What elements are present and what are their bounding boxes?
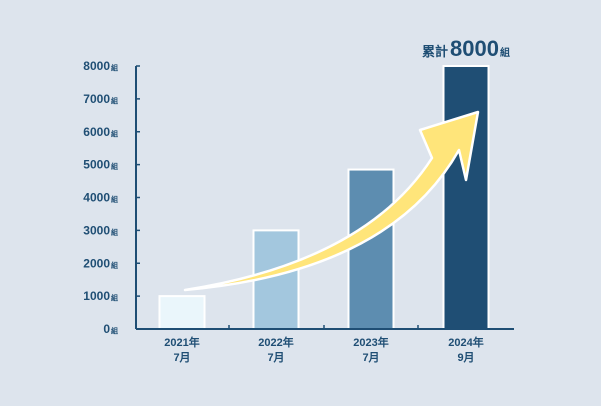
y-tick-label: 8000組 xyxy=(83,59,118,73)
x-tick-label-year: 2022年 xyxy=(258,335,293,349)
x-tick-label-month: 7月 xyxy=(173,351,190,364)
x-tick-label-month: 7月 xyxy=(362,351,379,364)
bar xyxy=(158,295,206,330)
bar xyxy=(442,65,490,330)
x-tick-label-year: 2021年 xyxy=(164,335,199,349)
y-tick-label: 3000組 xyxy=(83,223,118,237)
x-tick-label-year: 2024年 xyxy=(448,335,483,349)
y-tick-label: 2000組 xyxy=(83,256,118,270)
bar xyxy=(347,168,395,330)
x-tick-label-month: 9月 xyxy=(457,351,474,364)
y-axis-tick-labels: 0組 1000組 2000組 3000組 4000組 5000組 6000組 7000組 800… xyxy=(83,59,118,336)
x-tick-label-year: 2023年 xyxy=(353,335,388,349)
y-tick-label: 4000組 xyxy=(83,191,118,205)
x-tick-label-month: 7月 xyxy=(267,351,284,364)
y-tick-label: 7000組 xyxy=(83,92,118,106)
bar-group xyxy=(158,65,490,330)
y-tick-label: 0組 xyxy=(103,322,118,336)
y-tick-label: 6000組 xyxy=(83,125,118,139)
total-annotation: 累計8000組 xyxy=(422,36,510,61)
trend-arrow xyxy=(183,110,480,292)
x-axis-tick-labels: 2021年 7月 2022年 7月 2023年 7月 2024年 9月 xyxy=(164,335,483,364)
trend-arrow-shape xyxy=(183,110,480,292)
y-tick-label: 1000組 xyxy=(83,289,118,303)
y-tick-label: 5000組 xyxy=(83,158,118,172)
axes xyxy=(135,65,514,330)
total-annotation-text: 累計8000組 xyxy=(422,36,510,61)
